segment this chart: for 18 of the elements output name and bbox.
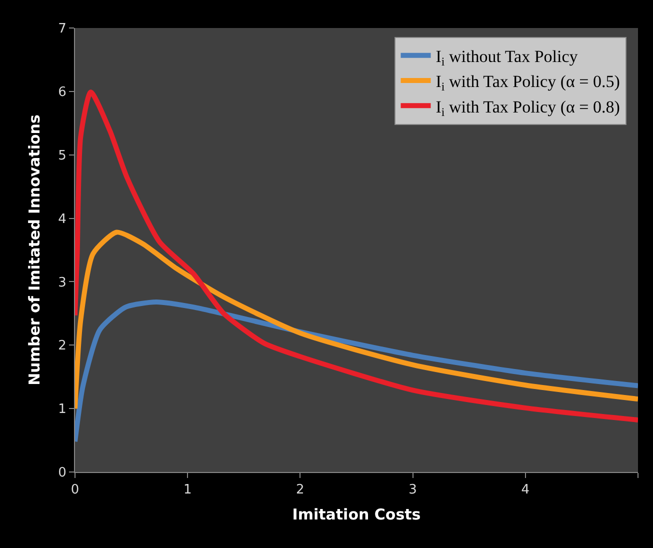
x-tick-label: 0 [70, 482, 80, 498]
legend-label: I$_{i}$ with Tax Policy (α = 0.5) [436, 72, 620, 94]
x-axis-title: Imitation Costs [292, 506, 421, 524]
y-tick-label: 2 [58, 338, 66, 354]
x-tick-label: 4 [521, 482, 530, 498]
legend-label: I$_{i}$ without Tax Policy [436, 47, 578, 69]
y-tick-label: 0 [58, 466, 66, 481]
y-tick-label: 5 [58, 148, 66, 164]
y-tick-label: 1 [58, 402, 66, 418]
x-tick-label: 3 [408, 482, 417, 498]
x-tick-label: 1 [183, 482, 192, 498]
y-axis-title: Number of Imitated Innovations [25, 114, 44, 386]
y-tick-label: 3 [58, 275, 66, 290]
y-tick-label: 4 [58, 212, 66, 227]
y-tick-label: 6 [58, 84, 66, 100]
legend-label: I$_{i}$ with Tax Policy (α = 0.8) [436, 97, 620, 119]
x-tick-label: 2 [296, 482, 304, 498]
y-tick-label: 7 [58, 22, 66, 37]
